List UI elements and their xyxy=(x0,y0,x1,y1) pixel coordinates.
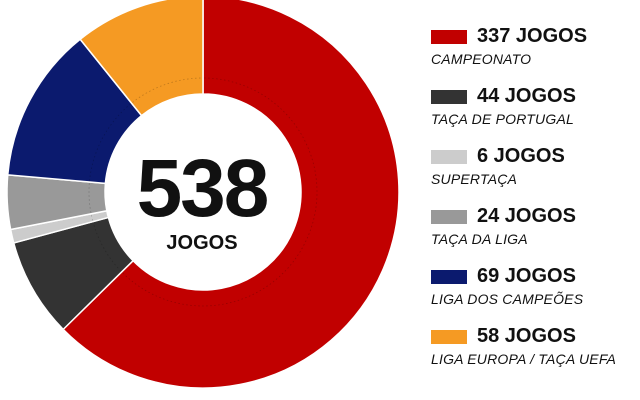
legend-count: 6 JOGOS xyxy=(477,145,565,167)
legend-count: 44 JOGOS xyxy=(477,85,576,107)
donut-ring-detail-liga-dos-campeoes xyxy=(89,103,131,181)
legend-swatch xyxy=(431,30,467,44)
legend-item-taca-de-portugal: 44 JOGOS TAÇA DE PORTUGAL xyxy=(431,85,637,146)
legend-count: 24 JOGOS xyxy=(477,205,576,227)
legend-category: SUPERTAÇA xyxy=(431,171,518,187)
donut-slice-campeonato xyxy=(62,0,400,389)
legend-category: TAÇA DE PORTUGAL xyxy=(431,111,574,127)
legend-category: TAÇA DA LIGA xyxy=(431,231,528,247)
legend-count: 337 JOGOS xyxy=(477,25,588,47)
legend-category: CAMPEONATO xyxy=(431,51,532,67)
legend-item-campeonato: 337 JOGOS CAMPEONATO xyxy=(431,25,637,86)
legend-item-taca-da-liga: 24 JOGOS TAÇA DA LIGA xyxy=(431,205,637,266)
legend-item-supertaca: 6 JOGOS SUPERTAÇA xyxy=(431,145,637,206)
legend-swatch xyxy=(431,330,467,344)
donut-ring-detail-taca-de-portugal xyxy=(92,222,122,272)
legend-swatch xyxy=(431,150,467,164)
legend-count: 69 JOGOS xyxy=(477,265,576,287)
legend-item-liga-europa: 58 JOGOS LIGA EUROPA / TAÇA UEFA xyxy=(431,325,637,386)
donut-ring-detail-taca-da-liga xyxy=(88,183,92,213)
donut-chart xyxy=(6,0,400,389)
legend-swatch xyxy=(431,270,467,284)
donut-slice-liga-europa xyxy=(79,0,204,117)
legend-category: LIGA EUROPA / TAÇA UEFA xyxy=(431,351,617,367)
legend-swatch xyxy=(431,210,467,224)
donut-ring-detail-liga-europa xyxy=(132,77,202,103)
donut-ring-detail-campeonato xyxy=(122,77,318,307)
legend-count: 58 JOGOS xyxy=(477,325,576,347)
legend: 337 JOGOS CAMPEONATO 44 JOGOS TAÇA DE PO… xyxy=(431,25,637,386)
legend-category: LIGA DOS CAMPEÕES xyxy=(431,291,584,307)
donut-ring-detail-supertaca xyxy=(90,214,93,221)
legend-item-liga-dos-campeoes: 69 JOGOS LIGA DOS CAMPEÕES xyxy=(431,265,637,326)
center-unit-label: JOGOS xyxy=(166,232,238,254)
legend-swatch xyxy=(431,90,467,104)
center-total: 538 xyxy=(136,143,270,234)
